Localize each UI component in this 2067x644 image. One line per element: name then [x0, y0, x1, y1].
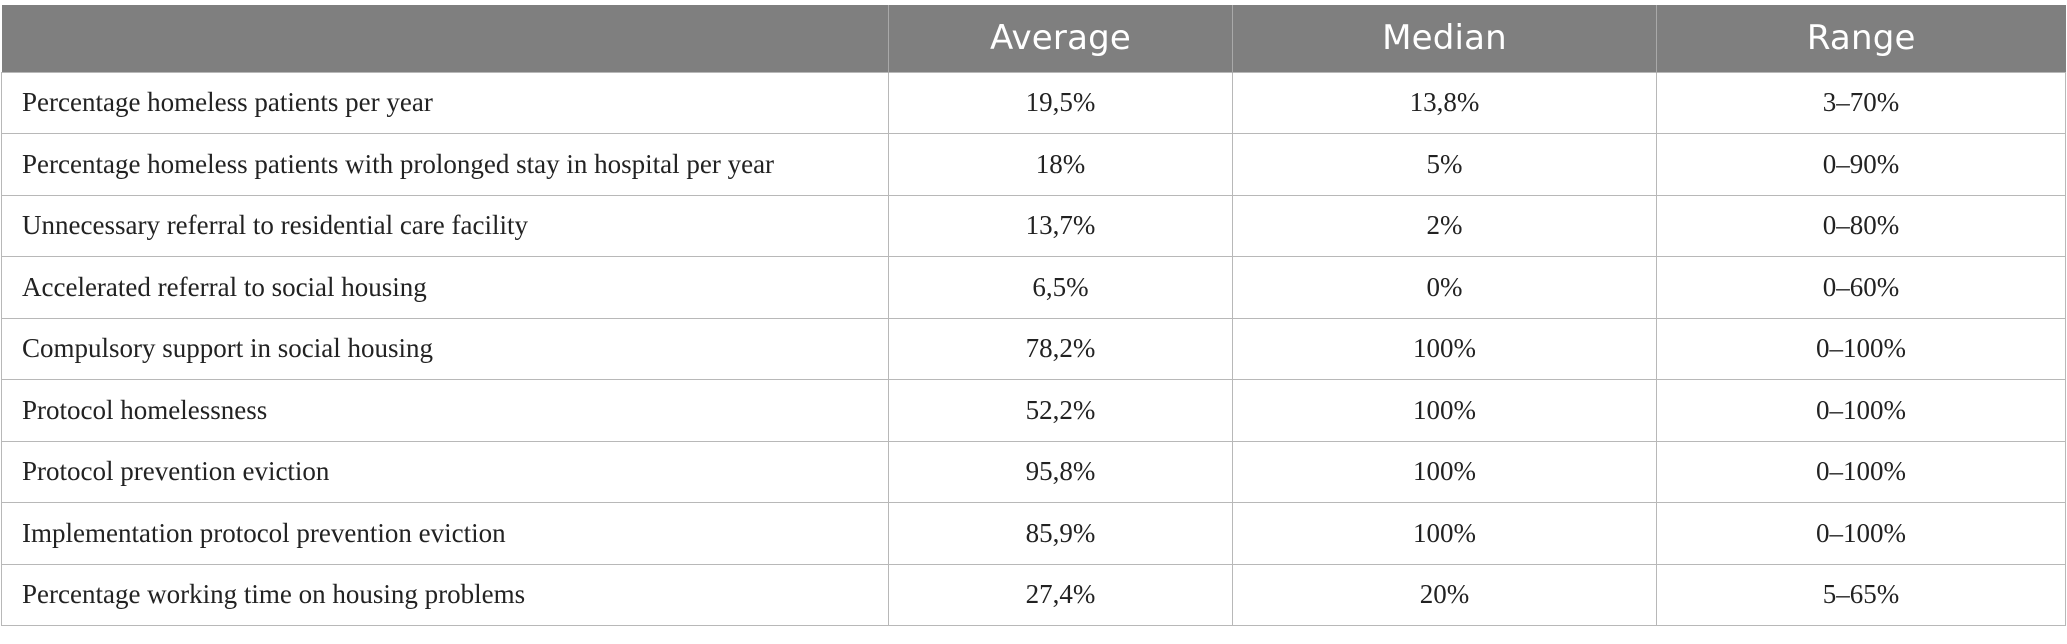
data-table-container: Average Median Range Percentage homeless…	[1, 5, 2066, 626]
row-label: Unnecessary referral to residential care…	[1, 194, 889, 257]
header-median: Median	[1232, 5, 1657, 72]
row-label: Accelerated referral to social housing	[1, 256, 889, 319]
range-cell: 0–80%	[1656, 194, 2066, 257]
average-cell: 78,2%	[888, 317, 1233, 380]
row-label: Percentage homeless patients per year	[1, 71, 889, 134]
average-cell: 18%	[888, 133, 1233, 196]
median-cell: 100%	[1232, 379, 1657, 442]
table-row: Protocol prevention eviction 95,8% 100% …	[1, 440, 2066, 503]
table-row: Unnecessary referral to residential care…	[1, 194, 2066, 257]
table-row: Protocol homelessness 52,2% 100% 0–100%	[1, 379, 2066, 442]
header-range: Range	[1656, 5, 2066, 72]
average-cell: 52,2%	[888, 379, 1233, 442]
table-row: Percentage homeless patients with prolon…	[1, 133, 2066, 196]
row-label: Protocol homelessness	[1, 379, 889, 442]
table-row: Percentage working time on housing probl…	[1, 563, 2066, 626]
table-body: Percentage homeless patients per year 19…	[1, 71, 2066, 626]
table-row: Accelerated referral to social housing 6…	[1, 256, 2066, 319]
range-cell: 3–70%	[1656, 71, 2066, 134]
average-cell: 85,9%	[888, 502, 1233, 565]
median-cell: 100%	[1232, 502, 1657, 565]
range-cell: 5–65%	[1656, 563, 2066, 626]
median-cell: 100%	[1232, 317, 1657, 380]
range-cell: 0–100%	[1656, 317, 2066, 380]
average-cell: 19,5%	[888, 71, 1233, 134]
average-cell: 27,4%	[888, 563, 1233, 626]
row-label: Compulsory support in social housing	[1, 317, 889, 380]
average-cell: 95,8%	[888, 440, 1233, 503]
table-header: Average Median Range	[1, 5, 2066, 72]
range-cell: 0–90%	[1656, 133, 2066, 196]
table-row: Compulsory support in social housing 78,…	[1, 317, 2066, 380]
median-cell: 0%	[1232, 256, 1657, 319]
header-row: Average Median Range	[1, 5, 2066, 72]
range-cell: 0–100%	[1656, 379, 2066, 442]
average-cell: 13,7%	[888, 194, 1233, 257]
row-label: Implementation protocol prevention evict…	[1, 502, 889, 565]
range-cell: 0–100%	[1656, 502, 2066, 565]
range-cell: 0–60%	[1656, 256, 2066, 319]
table-row: Implementation protocol prevention evict…	[1, 502, 2066, 565]
average-cell: 6,5%	[888, 256, 1233, 319]
header-average: Average	[888, 5, 1233, 72]
row-label: Percentage homeless patients with prolon…	[1, 133, 889, 196]
median-cell: 13,8%	[1232, 71, 1657, 134]
median-cell: 2%	[1232, 194, 1657, 257]
table-row: Percentage homeless patients per year 19…	[1, 71, 2066, 134]
header-empty-cell	[2, 5, 889, 72]
row-label: Percentage working time on housing probl…	[1, 563, 889, 626]
range-cell: 0–100%	[1656, 440, 2066, 503]
statistics-table: Average Median Range Percentage homeless…	[1, 5, 2066, 626]
median-cell: 20%	[1232, 563, 1657, 626]
median-cell: 5%	[1232, 133, 1657, 196]
row-label: Protocol prevention eviction	[1, 440, 889, 503]
median-cell: 100%	[1232, 440, 1657, 503]
